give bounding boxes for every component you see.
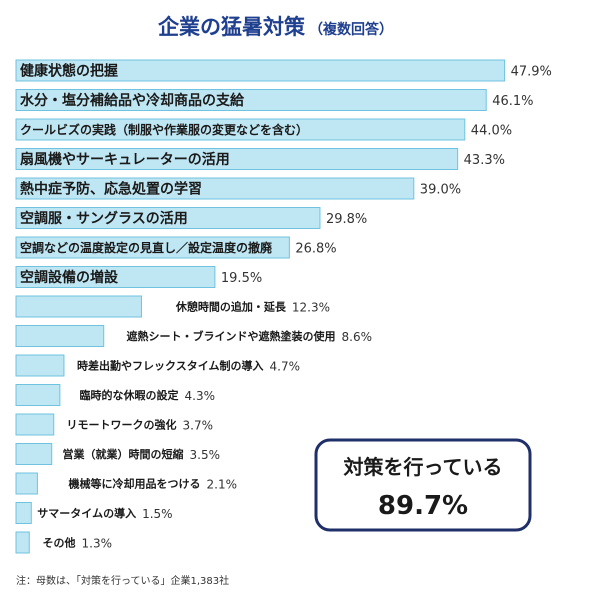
bar-row: 健康状態の把握 47.9% bbox=[15, 59, 552, 82]
bar-row: 休憩時間の追加・延長 12.3% bbox=[15, 295, 330, 318]
value-label: 46.1% bbox=[492, 94, 533, 109]
value-label: 1.3% bbox=[82, 537, 113, 551]
callout: 対策を行っている 89.7% bbox=[314, 438, 532, 532]
category-label: リモートワークの強化 bbox=[67, 417, 177, 431]
bar bbox=[15, 89, 487, 111]
callout-value: 89.7% bbox=[378, 491, 468, 521]
category-label: 臨時的な休暇の設定 bbox=[80, 388, 179, 402]
bar bbox=[15, 295, 142, 318]
category-label: 遮熱シート・ブラインドや遮熱塗装の使用 bbox=[127, 329, 336, 343]
category-label: クールビズの実践（制服や作業服の変更などを含む） bbox=[20, 122, 308, 137]
value-label: 43.3% bbox=[464, 153, 505, 168]
category-label: 営業（就業）時間の短縮 bbox=[63, 447, 184, 461]
category-label: 熱中症予防、応急処置の学習 bbox=[20, 181, 202, 198]
callout-box bbox=[314, 438, 532, 532]
bar bbox=[15, 177, 415, 200]
value-label: 26.8% bbox=[295, 242, 336, 257]
value-label: 2.1% bbox=[207, 478, 238, 492]
value-label: 44.0% bbox=[471, 124, 512, 139]
bar bbox=[15, 472, 38, 495]
bar bbox=[15, 531, 30, 554]
bar-row: 水分・塩分補給品や冷却商品の支給 46.1% bbox=[15, 89, 534, 111]
bar bbox=[15, 502, 32, 524]
category-label: 時差出勤やフレックスタイム制の導入 bbox=[77, 358, 263, 372]
bar-row: 臨時的な休暇の設定 4.3% bbox=[15, 384, 216, 406]
footnote: 注：母数は、「対策を行っている」企業1,383社 bbox=[16, 574, 229, 587]
category-label: 休憩時間の追加・延長 bbox=[175, 299, 287, 313]
bar-row: 時差出勤やフレックスタイム制の導入 4.7% bbox=[15, 354, 301, 377]
value-label: 1.5% bbox=[142, 507, 173, 521]
bar bbox=[15, 413, 55, 436]
bar-row: 空調設備の増設 19.5% bbox=[15, 266, 262, 288]
category-label: 扇風機やサーキュレーターの活用 bbox=[20, 151, 230, 168]
value-label: 19.5% bbox=[221, 271, 262, 286]
callout-label: 対策を行っている bbox=[343, 455, 503, 479]
category-label: 水分・塩分補給品や冷却商品の支給 bbox=[20, 92, 245, 109]
value-label: 4.7% bbox=[270, 360, 301, 374]
bar-row: 遮熱シート・ブラインドや遮熱塗装の使用 8.6% bbox=[15, 325, 373, 347]
value-label: 29.8% bbox=[326, 212, 367, 227]
bar bbox=[15, 266, 216, 288]
bar-row: サマータイムの導入 1.5% bbox=[15, 502, 173, 524]
bar bbox=[15, 118, 466, 141]
value-label: 39.0% bbox=[420, 183, 461, 198]
bar-row: 扇風機やサーキュレーターの活用 43.3% bbox=[15, 148, 505, 170]
value-label: 4.3% bbox=[185, 389, 216, 403]
value-label: 8.6% bbox=[342, 330, 373, 344]
bars-group: 健康状態の把握 47.9% 水分・塩分補給品や冷却商品の支給 46.1% クールビズの実… bbox=[15, 59, 552, 554]
value-label: 12.3% bbox=[292, 301, 330, 315]
bar-row: 熱中症予防、応急処置の学習 39.0% bbox=[15, 177, 461, 200]
category-label: 機械等に冷却用品をつける bbox=[69, 476, 201, 490]
value-label: 47.9% bbox=[511, 65, 552, 80]
bar-row: 空調服・サングラスの活用 29.8% bbox=[15, 207, 367, 229]
category-label: サマータイムの導入 bbox=[37, 506, 136, 520]
bar bbox=[15, 207, 321, 229]
category-label: 空調などの温度設定の見直し／設定温度の撤廃 bbox=[20, 240, 273, 255]
bar bbox=[15, 148, 459, 170]
bar bbox=[15, 325, 105, 347]
value-label: 3.5% bbox=[190, 448, 221, 462]
bar-row: クールビズの実践（制服や作業服の変更などを含む） 44.0% bbox=[15, 118, 512, 141]
category-label: その他 bbox=[43, 535, 76, 549]
bar bbox=[15, 384, 61, 406]
bar bbox=[15, 354, 65, 377]
bar bbox=[15, 443, 53, 465]
category-label: 健康状態の把握 bbox=[20, 63, 118, 80]
bar-row: その他 1.3% bbox=[15, 531, 113, 554]
bar-row: 営業（就業）時間の短縮 3.5% bbox=[15, 443, 221, 465]
category-label: 空調設備の増設 bbox=[20, 269, 119, 286]
bar bbox=[15, 236, 290, 259]
category-label: 空調服・サングラスの活用 bbox=[20, 210, 188, 227]
chart-title: 企業の猛暑対策 bbox=[157, 15, 306, 39]
bar-row: 機械等に冷却用品をつける 2.1% bbox=[15, 472, 238, 495]
bar-row: リモートワークの強化 3.7% bbox=[15, 413, 214, 436]
bar bbox=[15, 59, 506, 82]
bar-row: 空調などの温度設定の見直し／設定温度の撤廃 26.8% bbox=[15, 236, 337, 259]
value-label: 3.7% bbox=[183, 419, 214, 433]
chart-subtitle: （複数回答） bbox=[309, 21, 393, 38]
